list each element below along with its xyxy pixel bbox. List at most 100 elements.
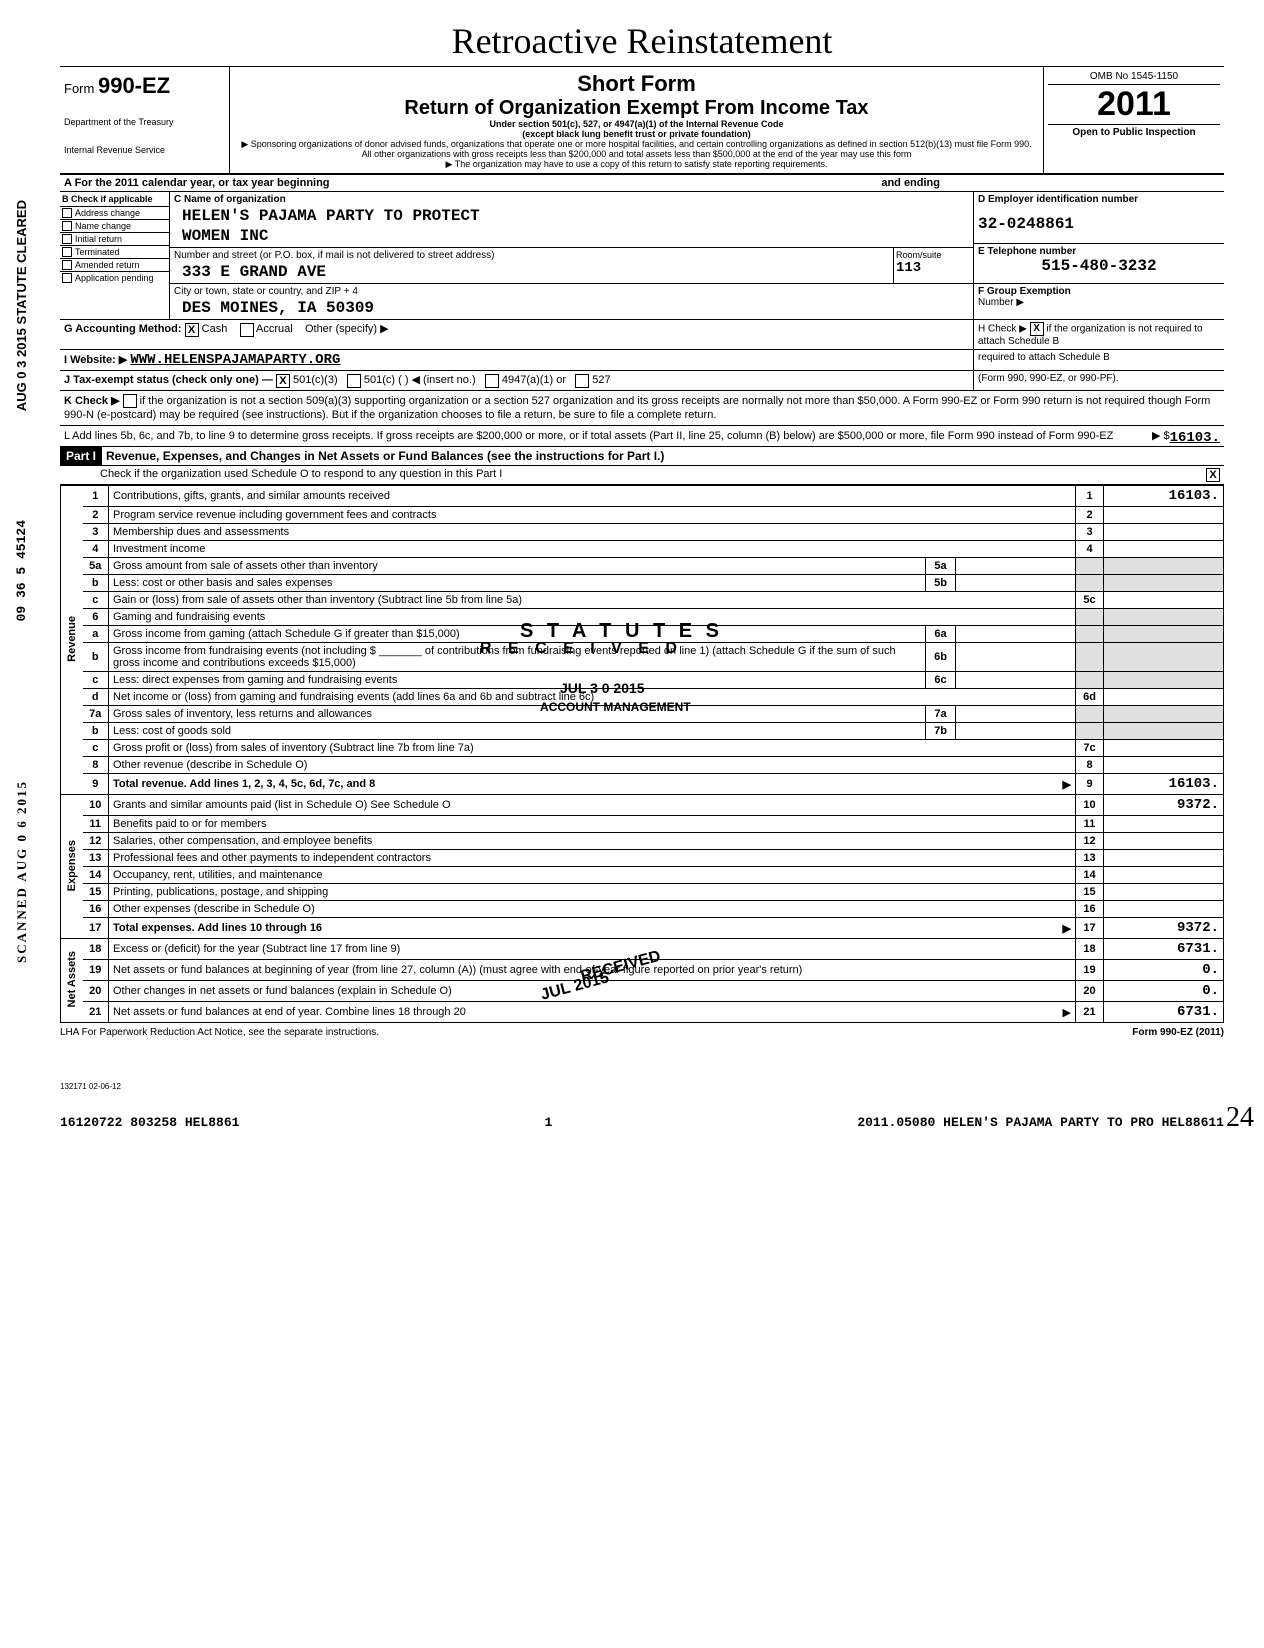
right-line-number: 13: [1076, 850, 1104, 867]
check-if-label: Terminated: [75, 247, 120, 257]
part1-title: Revenue, Expenses, and Changes in Net As…: [102, 447, 1224, 465]
phone-value: 515-480-3232: [978, 257, 1220, 275]
table-row: Revenue1Contributions, gifts, grants, an…: [61, 486, 1224, 507]
check-o-checkbox[interactable]: X: [1206, 468, 1220, 482]
section-label: Net Assets: [61, 939, 83, 1023]
table-row: 16Other expenses (describe in Schedule O…: [61, 901, 1224, 918]
room-cell: Room/suite 113: [893, 248, 973, 283]
line-desc: Other changes in net assets or fund bala…: [109, 981, 1076, 1002]
website-label: I Website: ▶: [64, 354, 127, 366]
line-number: 18: [83, 939, 109, 960]
table-row: 17Total expenses. Add lines 10 through 1…: [61, 918, 1224, 939]
line-number: b: [83, 643, 109, 672]
501c-label: 501(c) (: [364, 374, 402, 386]
h-line2: required to attach Schedule B: [974, 350, 1224, 370]
table-row: 13Professional fees and other payments t…: [61, 850, 1224, 867]
form-number: 990-EZ: [98, 73, 170, 98]
line-number: b: [83, 723, 109, 740]
row-g-h-1: G Accounting Method: X Cash Accrual Othe…: [60, 320, 1224, 350]
line-desc: Less: cost of goods sold: [109, 723, 926, 740]
right-line-number: 7c: [1076, 740, 1104, 757]
check-if-checkbox[interactable]: [62, 247, 72, 257]
cash-checkbox[interactable]: X: [185, 323, 199, 337]
527-checkbox[interactable]: [575, 374, 589, 388]
table-row: 14Occupancy, rent, utilities, and mainte…: [61, 867, 1224, 884]
check-if-checkbox[interactable]: [62, 221, 72, 231]
h-check-label: H Check ▶: [978, 324, 1027, 335]
line-desc: Net assets or fund balances at beginning…: [109, 960, 1076, 981]
table-row: 5aGross amount from sale of assets other…: [61, 558, 1224, 575]
line-number: 10: [83, 795, 109, 816]
line-number: 15: [83, 884, 109, 901]
check-if-checkbox[interactable]: [62, 208, 72, 218]
right-line-number: 6d: [1076, 689, 1104, 706]
table-row: 8Other revenue (describe in Schedule O)8: [61, 757, 1224, 774]
line-desc: Gross sales of inventory, less returns a…: [109, 706, 926, 723]
right-line-number: 17: [1076, 918, 1104, 939]
check-if-checkbox[interactable]: [62, 234, 72, 244]
501c3-checkbox[interactable]: X: [276, 374, 290, 388]
line-desc: Gross income from gaming (attach Schedul…: [109, 626, 926, 643]
line-number: 2: [83, 507, 109, 524]
check-if-checkbox[interactable]: [62, 273, 72, 283]
city-label: City or town, state or country, and ZIP …: [170, 284, 973, 299]
org-name-label: C Name of organization: [170, 192, 973, 207]
city-value: DES MOINES, IA 50309: [170, 299, 973, 319]
right-line-number: 18: [1076, 939, 1104, 960]
table-row: 3Membership dues and assessments3: [61, 524, 1224, 541]
right-line-number: 1: [1076, 486, 1104, 507]
group-exemption-label: F Group Exemption: [978, 286, 1220, 297]
line-desc: Gaming and fundraising events: [109, 609, 1076, 626]
table-row: bLess: cost of goods sold7b: [61, 723, 1224, 740]
accrual-checkbox[interactable]: [240, 323, 254, 337]
line-desc: Membership dues and assessments: [109, 524, 1076, 541]
line-desc: Less: direct expenses from gaming and fu…: [109, 672, 926, 689]
row-a: A For the 2011 calendar year, or tax yea…: [60, 175, 1224, 192]
l-arrow: ▶ $: [1152, 430, 1170, 442]
section-bcdef: B Check if applicable Address changeName…: [60, 192, 1224, 320]
col-de: D Employer identification number 32-0248…: [974, 192, 1224, 319]
501c3-label: 501(c)(3): [293, 374, 338, 386]
check-if-checkbox[interactable]: [62, 260, 72, 270]
line-desc: Net income or (loss) from gaming and fun…: [109, 689, 1076, 706]
header-left: Form 990-EZ Department of the Treasury I…: [60, 67, 230, 173]
form-ref-cell: (Form 990, 990-EZ, or 990-PF).: [974, 371, 1224, 389]
right-num-shaded: [1076, 672, 1104, 689]
mid-line-value: [956, 626, 1076, 643]
4947-checkbox[interactable]: [485, 374, 499, 388]
line-number: 17: [83, 918, 109, 939]
right-num-shaded: [1076, 558, 1104, 575]
form-header: Form 990-EZ Department of the Treasury I…: [60, 66, 1224, 175]
line-number: 1: [83, 486, 109, 507]
right-num-shaded: [1076, 575, 1104, 592]
software-code: 132171 02-06-12: [60, 1082, 1224, 1091]
batch-number: 16120722 803258 HEL8861: [60, 1115, 239, 1130]
mid-line-value: [956, 643, 1076, 672]
right-num-shaded: [1076, 626, 1104, 643]
dept-irs: Internal Revenue Service: [64, 145, 225, 155]
right-val-shaded: [1104, 643, 1224, 672]
line-desc: Gross profit or (loss) from sales of inv…: [109, 740, 1076, 757]
part1-header-row: Part I Revenue, Expenses, and Changes in…: [60, 447, 1224, 466]
table-row: 7aGross sales of inventory, less returns…: [61, 706, 1224, 723]
h-checkbox[interactable]: X: [1030, 322, 1044, 336]
mid-line-value: [956, 558, 1076, 575]
line-number: c: [83, 740, 109, 757]
check-if-label: Application pending: [75, 273, 154, 283]
subtitle4: ▶ The organization may have to use a cop…: [238, 160, 1035, 170]
side-stamp-2: 09 36 5 45124: [14, 520, 29, 621]
501c-checkbox[interactable]: [347, 374, 361, 388]
line-number: 19: [83, 960, 109, 981]
mid-line-number: 6c: [926, 672, 956, 689]
k-checkbox[interactable]: [123, 394, 137, 408]
line-desc: Program service revenue including govern…: [109, 507, 1076, 524]
table-row: Net Assets18Excess or (deficit) for the …: [61, 939, 1224, 960]
row-a-left: A For the 2011 calendar year, or tax yea…: [64, 177, 330, 189]
table-row: dNet income or (loss) from gaming and fu…: [61, 689, 1224, 706]
page-bottom: 132171 02-06-12 16120722 803258 HEL8861 …: [60, 1082, 1224, 1130]
line-number: 9: [83, 774, 109, 795]
right-line-number: 11: [1076, 816, 1104, 833]
h-check-cell: H Check ▶ X if the organization is not r…: [974, 320, 1224, 349]
line-desc: Professional fees and other payments to …: [109, 850, 1076, 867]
right-line-value: [1104, 757, 1224, 774]
